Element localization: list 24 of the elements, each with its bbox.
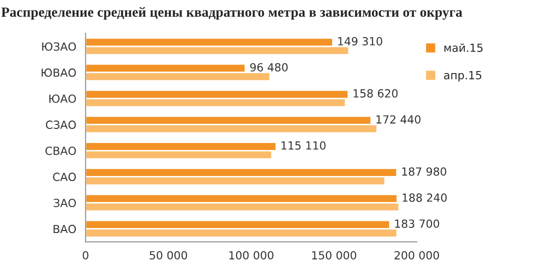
x-tick-label: 150 000 [312, 251, 356, 260]
data-label: 158 620 [354, 89, 398, 98]
x-tick-label: 100 000 [229, 251, 274, 260]
data-label: 183 700 [395, 219, 440, 228]
x-tick-label: 0 [82, 251, 88, 260]
legend-label: май.15 [444, 43, 483, 52]
data-label: 187 980 [402, 167, 446, 176]
legend-label: апр.15 [444, 71, 482, 82]
y-tick-label: СВАО [45, 146, 76, 156]
chart-title: Распределение средней цены квадратного метра в зависимости от округа [1, 7, 462, 20]
data-label: 96 480 [250, 63, 288, 72]
data-label: 115 110 [282, 141, 326, 150]
y-tick-label: ВАО [54, 224, 76, 234]
y-tick-label: ЮАО [49, 94, 76, 103]
data-label: 188 240 [402, 193, 447, 202]
data-label: 172 440 [376, 115, 420, 124]
x-tick-label: 50 000 [150, 251, 188, 260]
y-tick-label: ЗАО [54, 198, 76, 208]
y-tick-label: СЗАО [46, 120, 76, 129]
data-label: 149 310 [338, 37, 382, 46]
y-tick-label: ЮВАО [42, 68, 76, 77]
y-tick-label: ЮЗАО [42, 42, 76, 51]
y-tick-label: САО [53, 172, 76, 182]
x-tick-label: 200 000 [394, 251, 439, 260]
